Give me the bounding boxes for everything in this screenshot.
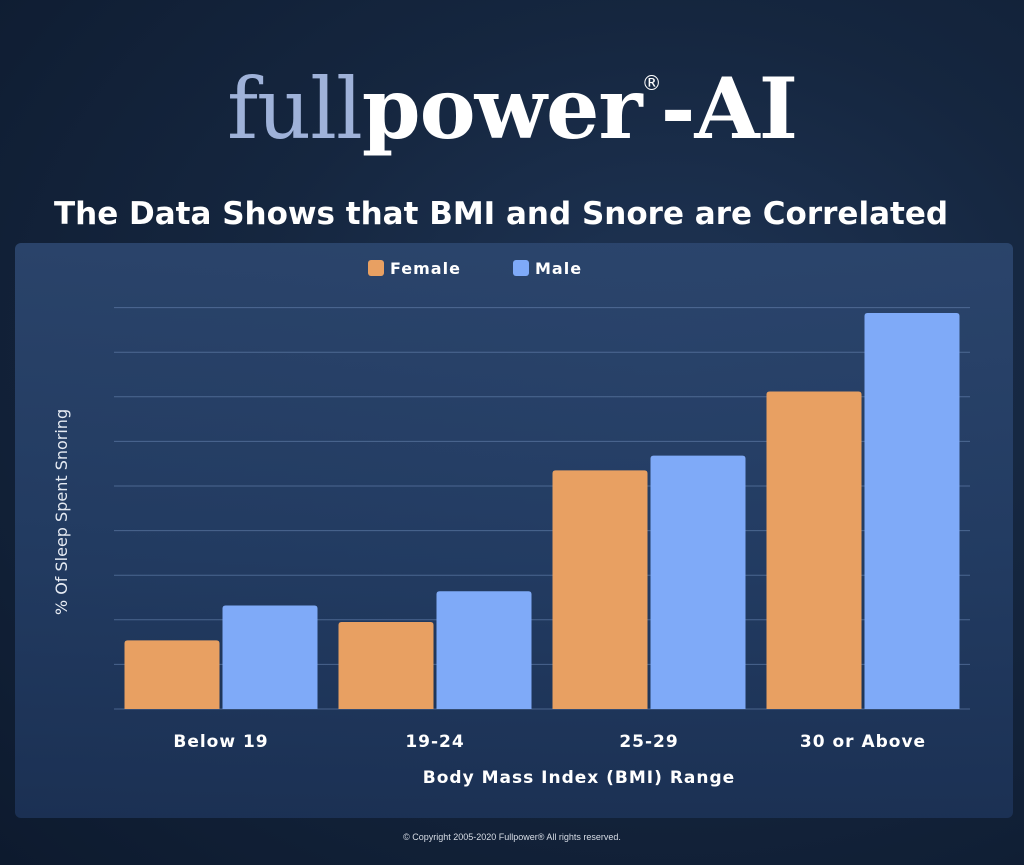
bar-female-1 bbox=[338, 622, 434, 709]
registered-mark: ® bbox=[641, 71, 662, 95]
x-tick-label: 19-24 bbox=[405, 732, 464, 752]
bar-male-3 bbox=[864, 312, 960, 709]
x-axis-label: Body Mass Index (BMI) Range bbox=[423, 768, 735, 788]
y-axis-label: % Of Sleep Spent Snoring bbox=[52, 409, 71, 615]
bar-female-3 bbox=[766, 391, 862, 709]
bar-male-0 bbox=[222, 605, 318, 709]
bar-male-1 bbox=[436, 591, 532, 709]
copyright-notice: © Copyright 2005-2020 Fullpower® All rig… bbox=[403, 832, 621, 842]
legend: Female Male bbox=[368, 259, 582, 278]
legend-female-swatch bbox=[368, 260, 384, 276]
x-tick-label: Below 19 bbox=[173, 732, 268, 752]
fullpower-ai-logo: fullpower®-AI bbox=[0, 28, 1024, 164]
x-tick-labels: Below 19 19-24 25-29 30 or Above bbox=[173, 732, 926, 752]
bar-male-2 bbox=[650, 455, 746, 709]
bars bbox=[124, 312, 960, 709]
legend-male-label: Male bbox=[535, 259, 582, 278]
x-tick-label: 25-29 bbox=[619, 732, 678, 752]
bar-female-2 bbox=[552, 470, 648, 709]
page-title: The Data Shows that BMI and Snore are Co… bbox=[54, 196, 949, 232]
x-tick-label: 30 or Above bbox=[800, 732, 926, 752]
logo-power-text: power bbox=[361, 59, 643, 158]
legend-female-label: Female bbox=[390, 259, 461, 278]
logo-full-text: full bbox=[226, 60, 363, 158]
bar-female-0 bbox=[124, 640, 220, 709]
logo-ai-text: -AI bbox=[660, 59, 798, 158]
legend-male-swatch bbox=[513, 260, 529, 276]
